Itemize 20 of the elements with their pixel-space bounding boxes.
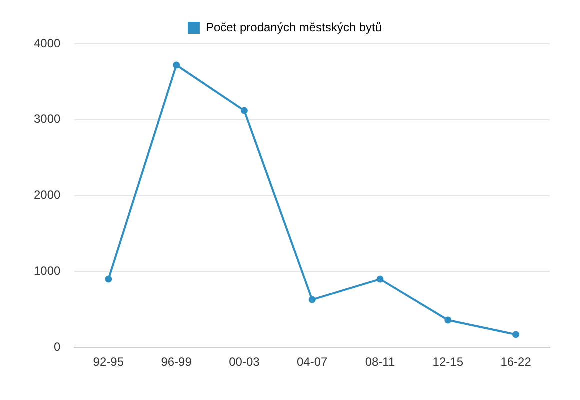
point [105,276,112,283]
y-tick-label: 2000 [34,188,62,202]
point [173,62,180,69]
y-tick-label: 1000 [34,264,62,278]
x-tick-label: 00-03 [229,355,260,370]
point [240,107,248,114]
point [512,331,520,338]
x-tick-label: 08-11 [365,355,396,370]
x-tick-label: 16-22 [500,355,532,370]
point [308,296,316,304]
point [376,276,384,283]
legend-label: Počet prodaných městských bytů [206,20,382,34]
x-tick-label: 04-07 [296,355,328,370]
x-tick-label: 96-99 [161,355,192,370]
y-tick-label: 3000 [34,112,62,126]
x-tick-label: 92-95 [93,355,124,370]
x-tick-label: 12-15 [432,355,464,370]
point [444,316,452,324]
y-tick-label: 4000 [34,36,62,50]
y-tick-label: 0 [54,340,62,354]
